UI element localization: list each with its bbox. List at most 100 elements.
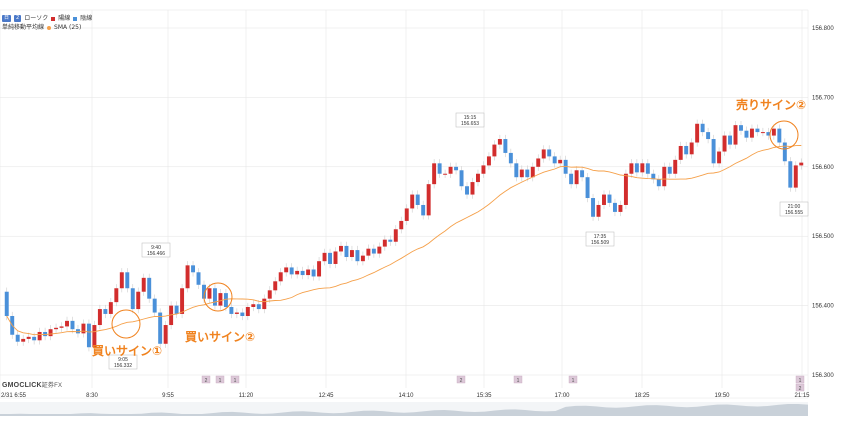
price-callout-box <box>108 354 138 370</box>
x-tick-label: 17:00 <box>554 393 570 399</box>
event-marker-label: 1 <box>219 378 222 384</box>
down-candle <box>130 288 135 310</box>
down-candle <box>437 163 442 174</box>
up-candle <box>306 269 311 276</box>
down-candle <box>607 194 612 203</box>
up-candle <box>629 163 634 174</box>
down-candle <box>645 163 650 174</box>
down-candle <box>212 288 217 306</box>
up-candle <box>623 173 628 205</box>
down-candle <box>552 156 557 164</box>
down-candle <box>591 198 596 217</box>
down-candle <box>311 269 316 277</box>
event-marker-label: 1 <box>572 378 575 384</box>
down-candle <box>355 250 360 262</box>
down-candle <box>147 277 152 299</box>
up-candle <box>749 128 754 138</box>
broker-name: GMOCLICK <box>2 382 42 389</box>
up-candle-swatch <box>51 16 56 21</box>
price-callout-box <box>455 112 485 128</box>
down-candle <box>103 309 108 314</box>
up-candle <box>207 288 212 299</box>
up-candle <box>399 220 404 230</box>
up-candle <box>717 151 722 164</box>
up-candle <box>366 248 371 256</box>
up-candle <box>92 325 97 348</box>
chart-type-label: ローソク <box>24 15 49 22</box>
y-tick-label: 156.500 <box>812 234 834 240</box>
event-marker <box>215 375 225 384</box>
signal-circle-3 <box>769 120 799 150</box>
y-tick-label: 156.600 <box>812 165 834 171</box>
down-candle <box>371 248 376 254</box>
down-candle <box>4 291 9 317</box>
x-tick-label: 8:30 <box>86 393 98 399</box>
up-candle <box>97 309 102 326</box>
event-marker <box>201 375 211 384</box>
up-candle <box>349 250 354 258</box>
up-candle <box>267 290 272 299</box>
up-candle <box>59 326 64 328</box>
plot-area <box>0 9 809 399</box>
down-candle <box>465 186 469 195</box>
up-candle <box>662 166 667 187</box>
price-callout-price: 156.466 <box>147 251 165 257</box>
event-marker-label: 1 <box>234 378 237 384</box>
down-candle <box>782 142 787 162</box>
up-candle <box>114 288 119 303</box>
up-candle <box>21 338 26 342</box>
up-candle <box>558 159 563 164</box>
up-candle <box>519 169 524 178</box>
y-tick-label: 156.800 <box>812 26 834 32</box>
event-marker <box>513 375 523 384</box>
x-tick-label: 21:15 <box>794 393 810 399</box>
down-candle <box>684 145 689 155</box>
up-candle <box>163 325 168 344</box>
up-candle <box>404 208 409 221</box>
up-candle-label: 陽線 <box>58 15 71 22</box>
event-marker <box>568 375 578 384</box>
event-marker-label: 2 <box>460 378 463 384</box>
up-candle <box>26 336 31 339</box>
x-tick-label: 2/31 6:55 <box>1 393 27 399</box>
event-marker <box>795 383 805 392</box>
down-candle <box>125 272 130 289</box>
down-candle <box>651 173 656 180</box>
up-candle <box>48 329 53 337</box>
up-candle <box>339 245 343 252</box>
down-candle <box>289 267 294 275</box>
signal-circle-1 <box>111 309 141 339</box>
timeframe-pill-2[interactable]: 2 <box>14 15 22 22</box>
up-candle <box>733 125 738 145</box>
up-candle <box>426 184 431 216</box>
up-candle <box>141 277 146 292</box>
broker-sub: 証券FX <box>41 383 63 389</box>
x-tick-label: 9:55 <box>162 393 174 399</box>
price-callout-price: 156.555 <box>785 210 803 216</box>
event-marker-label: 1 <box>799 378 802 384</box>
up-candle <box>618 204 623 212</box>
up-candle <box>497 139 502 145</box>
event-marker-label: 1 <box>517 378 520 384</box>
up-candle <box>54 327 59 330</box>
down-candle <box>728 135 732 145</box>
x-tick-label: 19:50 <box>714 393 730 399</box>
down-candle <box>739 125 743 131</box>
x-tick-label: 11:20 <box>239 393 254 399</box>
up-candle <box>108 302 113 314</box>
down-candle <box>152 298 157 313</box>
price-callout-price: 156.653 <box>461 121 479 127</box>
up-candle <box>393 229 398 242</box>
down-candle <box>755 128 760 133</box>
up-candle <box>432 163 437 185</box>
up-candle <box>218 293 223 306</box>
down-candle <box>174 305 179 314</box>
price-callout-time: 9:05 <box>118 357 128 363</box>
up-candle <box>333 251 338 264</box>
down-candle-label: 陰線 <box>80 15 93 22</box>
timeframe-pill-1[interactable]: 日 <box>2 15 12 22</box>
up-candle <box>799 162 804 166</box>
up-candle <box>360 255 365 262</box>
up-candle <box>278 272 283 282</box>
